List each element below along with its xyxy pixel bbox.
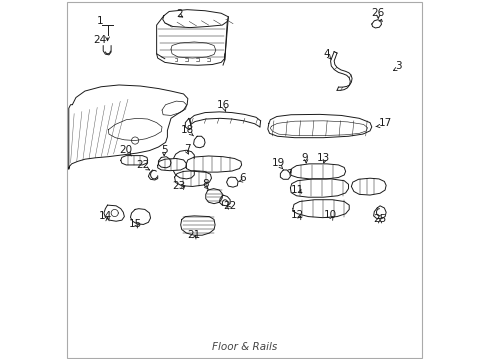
Text: 25: 25 [373, 214, 386, 224]
Text: 22: 22 [137, 160, 150, 170]
Text: 6: 6 [239, 173, 245, 183]
Text: 5: 5 [161, 145, 167, 155]
Text: 24: 24 [94, 35, 107, 45]
Text: 2: 2 [176, 9, 182, 19]
Text: 18: 18 [181, 125, 194, 135]
Text: 20: 20 [119, 145, 132, 156]
Text: 12: 12 [290, 210, 304, 220]
Text: 21: 21 [186, 230, 200, 240]
Text: 23: 23 [172, 181, 185, 191]
Text: 11: 11 [290, 185, 304, 194]
Text: 19: 19 [272, 158, 285, 168]
Text: 16: 16 [216, 100, 229, 110]
Text: 10: 10 [324, 210, 336, 220]
Text: 13: 13 [316, 153, 329, 163]
Text: 8: 8 [202, 179, 209, 189]
Text: Floor & Rails: Floor & Rails [211, 342, 277, 352]
Text: 9: 9 [301, 153, 307, 163]
Text: 17: 17 [378, 118, 391, 128]
Text: 26: 26 [371, 8, 384, 18]
Text: 4: 4 [322, 49, 329, 59]
Text: 1: 1 [97, 16, 103, 26]
Text: 15: 15 [128, 219, 142, 229]
Text: 14: 14 [99, 211, 112, 221]
Text: 22: 22 [223, 201, 236, 211]
Text: 7: 7 [183, 144, 190, 154]
Text: 3: 3 [395, 61, 401, 71]
